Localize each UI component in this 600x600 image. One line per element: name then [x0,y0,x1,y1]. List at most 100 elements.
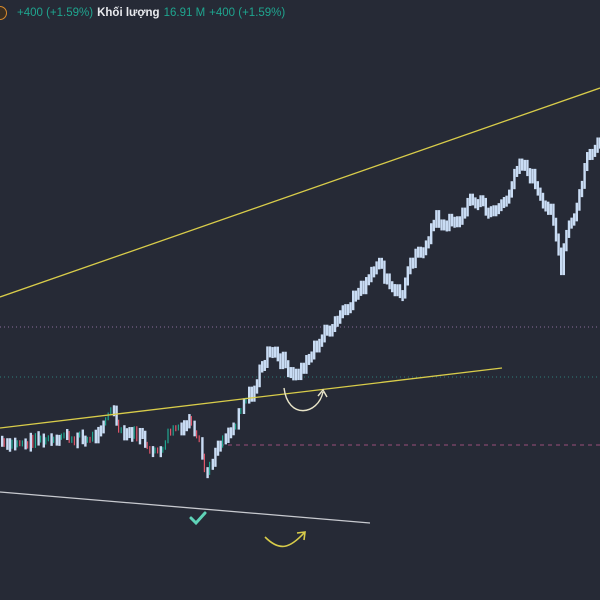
price-bar [336,315,339,327]
price-bar [250,386,253,402]
price-bar [175,425,177,432]
price-bar [50,433,53,446]
price-bar [583,163,586,189]
price-bar [84,435,87,447]
price-bar [482,195,485,207]
price-bar [474,197,477,209]
price-bar [528,168,532,184]
price-bar [430,223,433,245]
price-bar [560,247,563,276]
price-bar [112,405,116,417]
price-bar [190,416,192,426]
price-bar [248,386,251,404]
curved-arrow-icon [264,531,306,548]
price-bar [414,248,417,269]
price-bar [398,284,402,299]
price-bar [86,436,88,443]
price-bar [271,347,274,359]
price-bar [401,290,404,302]
price-bar [536,181,539,196]
price-bar [263,359,266,371]
price-bar [466,197,469,217]
price-bar [120,427,122,434]
price-bar [21,440,23,447]
price-bar [47,435,49,442]
price-bar [375,261,378,275]
price-bar [586,152,589,172]
price-bar [107,412,109,421]
price-bar [591,148,594,160]
price-bar [437,210,441,228]
price-bar [58,434,61,446]
price-bar [326,324,329,336]
price-bar [461,207,464,225]
price-bar [526,159,529,177]
price-bar [443,219,446,231]
price-bar [118,419,120,433]
price-bar [471,193,474,206]
price-bar [63,432,65,439]
upper-trendline [0,87,600,298]
price-bar [359,280,363,296]
price-bar [344,304,347,316]
price-bar [27,441,29,449]
price-bar [167,428,169,444]
price-bar [396,284,399,297]
price-bar [1,435,4,447]
price-bar [14,437,17,451]
price-bar [370,266,373,283]
price-bar [193,420,196,437]
price-bar [565,229,568,252]
price-bar [578,189,581,211]
price-bar [313,340,316,360]
price-bar [68,431,70,443]
price-bar [60,433,62,440]
price-bar [500,199,503,212]
price-bar [94,429,97,444]
price-bar [211,458,214,470]
price-bar [315,340,318,353]
price-bar [266,346,269,368]
price-bar [479,195,482,208]
price-bar [552,203,555,226]
price-bar [185,420,188,432]
price-bar [456,216,459,228]
chart-legend: +400 (+1.59%) Khối lượng 16.91 M +400 (+… [0,6,285,20]
price-change: +400 (+1.59%) [17,7,94,19]
price-bar [588,148,591,161]
price-bar [99,425,103,437]
price-bar [419,246,422,258]
price-bar [302,362,305,374]
price-bar [8,438,12,452]
support-trendline [0,491,371,524]
price-bar [424,240,428,256]
price-bar [453,216,456,228]
price-bar [354,290,357,302]
price-bar [255,379,259,394]
price-bar [162,446,164,453]
price-bar [37,431,40,446]
price-bar [328,325,331,337]
price-bar [352,290,355,311]
price-bar [66,429,69,441]
price-bar [144,430,147,448]
price-bar [362,280,365,295]
price-bar [432,219,435,232]
price-bar [45,437,47,445]
price-bar [531,168,534,184]
price-bar [40,435,42,443]
price-bar [409,257,412,275]
price-bar [365,277,368,295]
price-bar [149,446,151,454]
price-bar [422,247,425,259]
price-bar [310,351,313,363]
price-bar [323,324,326,343]
price-bar [411,257,415,269]
price-bar [16,440,18,448]
price-bar [541,192,545,209]
price-bar [297,368,300,381]
price-bar [240,407,242,414]
price-bar [487,207,490,219]
price-bar [367,274,370,286]
